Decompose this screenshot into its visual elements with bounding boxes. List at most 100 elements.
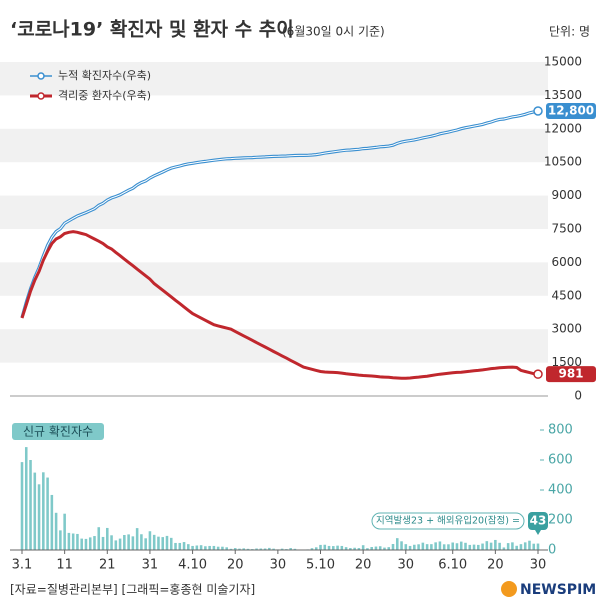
bar [289, 548, 292, 550]
bar [80, 538, 83, 550]
bar [140, 534, 143, 550]
bar [263, 548, 267, 550]
bar [221, 546, 224, 550]
bar [523, 542, 527, 550]
bar [459, 541, 463, 550]
bar [430, 544, 433, 550]
bar [383, 547, 386, 550]
bar [280, 548, 284, 550]
bar [101, 536, 105, 550]
bar [374, 546, 378, 550]
bar [477, 544, 480, 550]
bar [378, 546, 382, 550]
bar [178, 542, 182, 550]
bar [246, 548, 250, 550]
value-label-bg [528, 512, 548, 530]
bar [255, 548, 258, 550]
bar [327, 545, 331, 550]
y-tick-label: 9000 [551, 188, 582, 202]
bar [242, 548, 246, 550]
y-tick-label: 6000 [551, 255, 582, 269]
bar [481, 543, 484, 550]
bar [511, 542, 514, 550]
bar [506, 543, 510, 550]
bar [76, 533, 79, 550]
grid-band [0, 262, 548, 296]
bar [404, 544, 408, 550]
x-tick-label: 4.10 [178, 558, 207, 573]
bar [127, 534, 130, 550]
y-tick-label: 13500 [544, 88, 582, 102]
bar [88, 537, 92, 550]
line [20, 230, 539, 380]
bar [46, 477, 49, 550]
legend-marker [37, 92, 45, 100]
x-tick-label: 20 [487, 558, 504, 573]
bar [464, 542, 467, 550]
bar [93, 536, 96, 550]
bar [195, 545, 199, 550]
x-tick-label: 6.10 [438, 558, 467, 573]
chart-title: ‘코로나19’ 확진자 및 환자 수 추이 [10, 18, 294, 41]
bar [225, 547, 228, 550]
annotation-bg [371, 512, 525, 530]
bar [148, 531, 152, 550]
y-tick-label: 0 [574, 389, 582, 403]
bar [349, 548, 352, 550]
y-tick-label: 4500 [551, 288, 582, 302]
bar [395, 538, 399, 550]
bar [191, 545, 194, 550]
unit-label: 단위: 명 [549, 25, 590, 39]
grid-band [0, 62, 548, 96]
value-label-bg [546, 366, 596, 383]
bar [63, 513, 66, 550]
x-tick-label: 20 [227, 558, 244, 573]
bar [131, 536, 135, 550]
x-tick-label: 20 [355, 558, 372, 573]
y-tick-label: 15000 [544, 55, 582, 69]
bar [332, 546, 335, 550]
bar [84, 538, 88, 550]
x-tick-label: 11 [56, 558, 73, 573]
panel-label: 신규 확진자수 [23, 425, 93, 439]
bar [489, 542, 493, 550]
x-tick-label: 30 [398, 558, 415, 573]
value-label-bg [546, 102, 596, 119]
bar [400, 541, 403, 550]
bar [259, 548, 263, 550]
bar [528, 540, 531, 550]
bar [135, 528, 139, 550]
bar [442, 544, 446, 550]
bar [123, 535, 126, 550]
bar [293, 548, 297, 550]
bar [110, 535, 113, 550]
value-label: 43 [530, 514, 547, 528]
bar [413, 544, 416, 550]
bar [472, 544, 476, 550]
bar [152, 534, 156, 550]
end-marker [533, 369, 543, 379]
x-tick-label: 31 [142, 558, 159, 573]
bar [340, 545, 344, 550]
value-label: 981 [558, 367, 583, 381]
logo: NEWSPIM [520, 582, 596, 598]
bar [71, 533, 75, 550]
grid-band [0, 195, 548, 229]
y-tick-label: 800 [548, 423, 573, 438]
bar [455, 543, 459, 550]
bar [157, 536, 160, 550]
bar [212, 545, 216, 550]
bar [169, 537, 173, 550]
bar [451, 542, 454, 550]
bar [391, 544, 395, 550]
bar [498, 542, 501, 550]
value-label-pointer [535, 530, 541, 535]
bar [468, 544, 472, 550]
chart-subtitle: (6월30일 0시 기준) [282, 25, 385, 39]
bar [417, 544, 420, 550]
bar [97, 527, 101, 550]
bar [387, 547, 391, 550]
bar [50, 494, 54, 550]
